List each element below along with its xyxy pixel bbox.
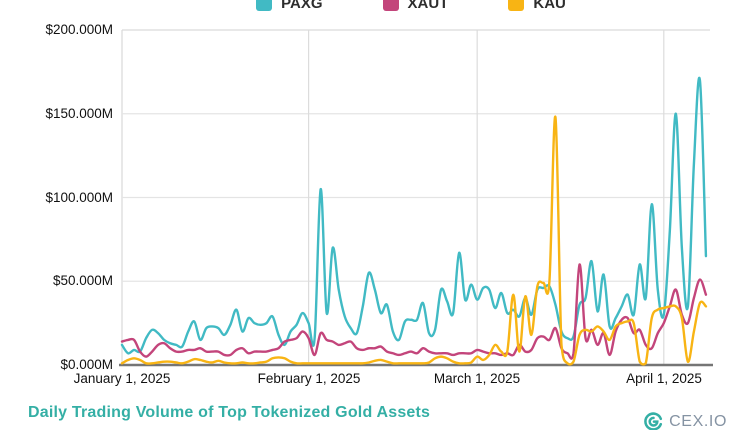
- y-axis-label-150m: $150.000M: [45, 106, 113, 121]
- y-axis-label-100m: $100.000M: [45, 190, 113, 205]
- y-axis-label-0m: $0.000M: [60, 357, 113, 372]
- legend-label-kau: KAU: [533, 0, 566, 12]
- x-axis-label-january: January 1, 2025: [73, 371, 171, 386]
- chart-legend: PAXG XAUT KAU: [0, 0, 750, 15]
- plot-area[interactable]: [0, 0, 750, 400]
- x-axis-label-march: March 1, 2025: [433, 371, 521, 386]
- xaut-swatch-icon: [382, 0, 399, 11]
- paxg-swatch-icon: [256, 0, 273, 11]
- cex-io-ring-icon: [644, 412, 663, 430]
- x-axis-label-april: April 1, 2025: [626, 371, 702, 386]
- y-axis-label-200m: $200.000M: [45, 22, 113, 37]
- legend-label-paxg: PAXG: [281, 0, 323, 12]
- legend-item-xaut[interactable]: XAUT: [382, 0, 449, 12]
- legend-item-paxg[interactable]: PAXG: [256, 0, 323, 12]
- y-axis-label-50m: $50.000M: [52, 273, 113, 288]
- x-axis-label-february: February 1, 2025: [257, 371, 361, 386]
- cex-io-wordmark: CEX.IO: [669, 412, 727, 430]
- kau-swatch-icon: [508, 0, 525, 11]
- page-title: Daily Trading Volume of Top Tokenized Go…: [28, 404, 431, 421]
- cex-io-logo[interactable]: CEX.IO: [644, 412, 727, 430]
- legend-item-kau[interactable]: KAU: [508, 0, 566, 12]
- legend-label-xaut: XAUT: [407, 0, 449, 12]
